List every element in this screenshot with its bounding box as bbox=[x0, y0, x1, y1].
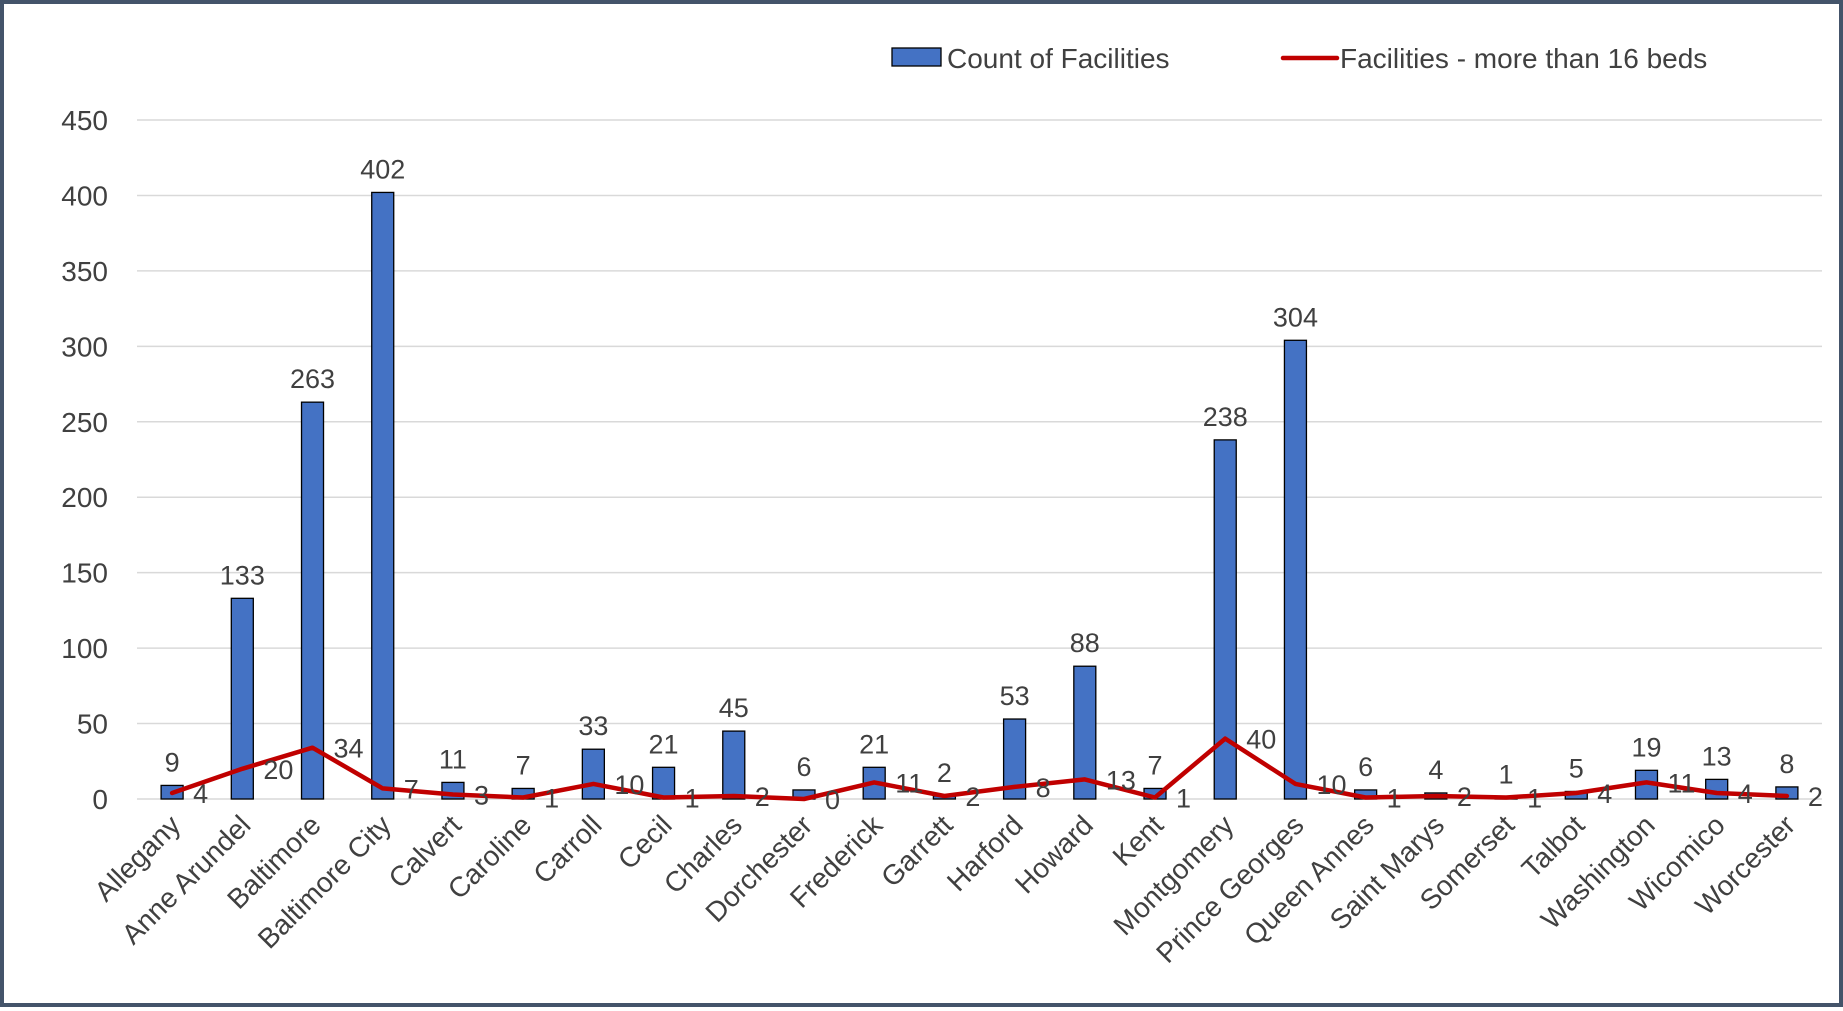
bar-data-label: 21 bbox=[649, 729, 679, 759]
y-tick-label: 50 bbox=[77, 709, 108, 740]
line-data-label: 2 bbox=[965, 782, 980, 812]
line-data-label: 4 bbox=[1597, 779, 1612, 809]
bar-data-label: 402 bbox=[360, 154, 405, 184]
bar bbox=[371, 191, 395, 800]
y-tick-label: 250 bbox=[61, 407, 108, 438]
bar-data-label: 2 bbox=[937, 758, 952, 788]
legend-label-count: Count of Facilities bbox=[947, 43, 1170, 74]
line-data-label: 4 bbox=[193, 779, 208, 809]
bar-data-label: 21 bbox=[859, 729, 889, 759]
line-data-label: 10 bbox=[1316, 770, 1346, 800]
y-tick-label: 150 bbox=[61, 558, 108, 589]
bar-data-label: 133 bbox=[220, 560, 265, 590]
line-data-label: 2 bbox=[1457, 782, 1472, 812]
bar bbox=[1073, 665, 1097, 800]
line-data-label: 4 bbox=[1738, 779, 1753, 809]
line-series-facilities-16-beds bbox=[169, 736, 1790, 802]
line-data-label: 0 bbox=[825, 785, 840, 815]
bar-data-label: 6 bbox=[1358, 752, 1373, 782]
line-data-label: 1 bbox=[1387, 783, 1402, 813]
bar-data-label: 6 bbox=[796, 752, 811, 782]
line-data-label: 20 bbox=[263, 755, 293, 785]
bar-data-label: 19 bbox=[1631, 732, 1661, 762]
x-category-label: Kent bbox=[1107, 809, 1170, 872]
line-data-label: 34 bbox=[334, 734, 364, 764]
line-data-label: 11 bbox=[895, 768, 923, 798]
y-tick-label: 0 bbox=[92, 784, 108, 815]
line-data-label: 10 bbox=[614, 770, 644, 800]
bar-data-label: 33 bbox=[578, 711, 608, 741]
bar-data-label: 263 bbox=[290, 364, 335, 394]
y-tick-label: 400 bbox=[61, 180, 108, 211]
line-data-label: 1 bbox=[1176, 783, 1191, 813]
x-category-label: Cecil bbox=[612, 809, 678, 875]
bar-data-label: 304 bbox=[1273, 302, 1318, 332]
bar-data-label: 7 bbox=[1148, 750, 1163, 780]
bar-data-label: 9 bbox=[165, 747, 180, 777]
line-data-label: 2 bbox=[1808, 782, 1823, 812]
bar-data-label: 238 bbox=[1203, 402, 1248, 432]
bar-data-label: 11 bbox=[439, 744, 467, 774]
y-tick-label: 350 bbox=[61, 256, 108, 287]
bar-data-label: 88 bbox=[1070, 628, 1100, 658]
bar bbox=[230, 597, 254, 800]
bar bbox=[1213, 439, 1237, 800]
line-data-label: 11 bbox=[1667, 768, 1695, 798]
line-data-label: 1 bbox=[685, 783, 700, 813]
x-category-label: Howard bbox=[1009, 809, 1099, 899]
line-data-label: 13 bbox=[1106, 765, 1136, 795]
bar-data-label: 53 bbox=[1000, 681, 1030, 711]
line-data-label: 8 bbox=[1036, 773, 1051, 803]
bar-data-label: 13 bbox=[1702, 741, 1732, 771]
bar bbox=[581, 748, 606, 800]
legend-label-16-beds: Facilities - more than 16 beds bbox=[1340, 43, 1707, 74]
bar bbox=[1705, 778, 1729, 800]
bar bbox=[722, 730, 746, 800]
bar bbox=[1002, 718, 1027, 800]
y-tick-label: 100 bbox=[61, 633, 108, 664]
bar-data-label: 7 bbox=[516, 750, 531, 780]
bar bbox=[1283, 339, 1308, 800]
line-data-label: 7 bbox=[404, 774, 419, 804]
y-tick-label: 200 bbox=[61, 482, 108, 513]
legend-swatch-bar bbox=[891, 47, 942, 67]
bar bbox=[300, 401, 325, 800]
bar-data-label: 5 bbox=[1569, 753, 1584, 783]
line-data-label: 40 bbox=[1246, 725, 1276, 755]
line-data-label: 2 bbox=[755, 782, 770, 812]
line-data-label: 1 bbox=[544, 783, 559, 813]
bar-data-label: 1 bbox=[1499, 759, 1514, 789]
y-tick-label: 450 bbox=[61, 105, 108, 136]
line-data-label: 3 bbox=[474, 780, 489, 810]
x-category-label: Carroll bbox=[527, 809, 607, 889]
line-data-label: 1 bbox=[1527, 783, 1542, 813]
bar-data-label: 4 bbox=[1428, 755, 1443, 785]
y-tick-label: 300 bbox=[61, 331, 108, 362]
bar-data-label: 45 bbox=[719, 693, 749, 723]
bar-data-label: 8 bbox=[1779, 749, 1794, 779]
